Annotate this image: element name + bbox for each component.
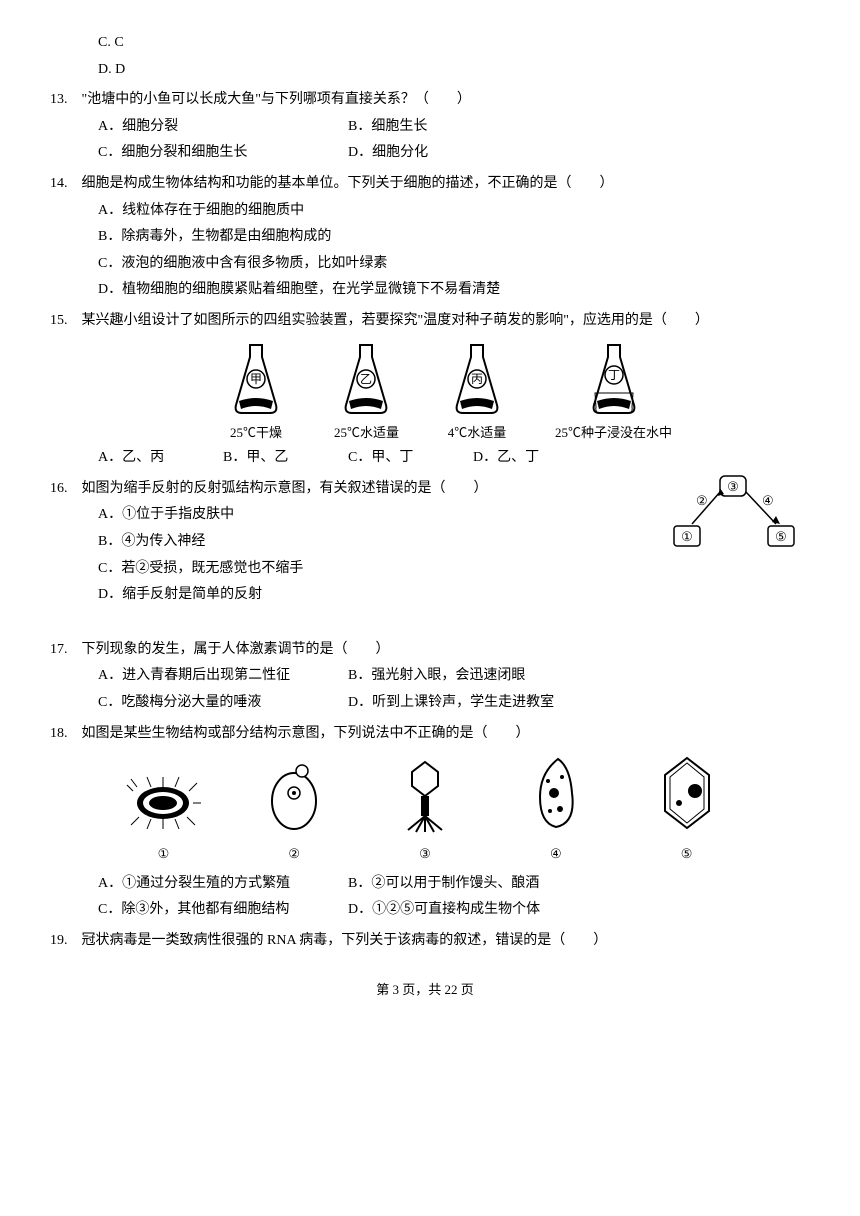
svg-text:乙: 乙 <box>360 372 372 386</box>
q14-number: 14. <box>50 176 68 191</box>
q15-flask-row: 甲 25℃干燥 乙 25℃水适量 丙 4℃水适量 丁 25℃种子浸没在水中 <box>98 343 800 446</box>
q16-option-d: D．缩手反射是简单的反射 <box>50 582 800 609</box>
q18-stem: 18. 如图是某些生物结构或部分结构示意图，下列说法中不正确的是（ ） <box>50 721 800 748</box>
phage-icon <box>400 758 450 833</box>
bio-label: ④ <box>501 842 611 867</box>
bio-phage: ③ <box>370 758 480 866</box>
q17-option-b: B．强光射入眼，会迅速闭眼 <box>348 663 598 690</box>
q19-stem: 19. 冠状病毒是一类致病性很强的 RNA 病毒，下列关于该病毒的叙述，错误的是… <box>50 928 800 955</box>
q14-text: 细胞是构成生物体结构和功能的基本单位。下列关于细胞的描述，不正确的是（ ） <box>82 176 614 191</box>
q17-option-d: D．听到上课铃声，学生走进教室 <box>348 690 598 717</box>
q14-option-b: B．除病毒外，生物都是由细胞构成的 <box>50 224 800 251</box>
q14-stem: 14. 细胞是构成生物体结构和功能的基本单位。下列关于细胞的描述，不正确的是（ … <box>50 171 800 198</box>
flask-icon: 丙 <box>447 343 507 421</box>
q14-option-a: A．线粒体存在于细胞的细胞质中 <box>50 198 800 225</box>
bio-bacteria: ① <box>108 773 218 866</box>
q14-option-d: D．植物细胞的细胞膜紧贴着细胞壁，在光学显微镜下不易看清楚 <box>50 277 800 304</box>
bio-structures-row: ① ② ③ ④ <box>98 753 752 866</box>
q13-option-d: D．细胞分化 <box>348 140 598 167</box>
paramecium-icon <box>526 753 586 833</box>
bio-yeast: ② <box>239 763 349 866</box>
svg-text:④: ④ <box>762 493 774 508</box>
svg-text:③: ③ <box>727 479 739 494</box>
plant-cell-icon <box>659 753 715 833</box>
bio-label: ② <box>239 842 349 867</box>
flask-caption: 4℃水适量 <box>447 421 507 446</box>
flask-caption: 25℃干燥 <box>226 421 286 446</box>
bio-label: ① <box>108 842 218 867</box>
q15-option-a: A．乙、丙 <box>98 445 223 472</box>
bio-plant-cell: ⑤ <box>632 753 742 866</box>
q18-number: 18. <box>50 726 68 741</box>
bio-label: ③ <box>370 842 480 867</box>
flask-caption: 25℃水适量 <box>334 421 399 446</box>
flask-icon: 丁 <box>584 343 644 421</box>
q15-option-b: B．甲、乙 <box>223 445 348 472</box>
q18-option-c: C．除③外，其他都有细胞结构 <box>98 897 348 924</box>
svg-text:①: ① <box>681 529 693 544</box>
q18-option-d: D．①②⑤可直接构成生物个体 <box>348 897 598 924</box>
q15-text: 某兴趣小组设计了如图所示的四组实验装置，若要探究"温度对种子萌发的影响"，应选用… <box>82 313 709 328</box>
bio-label: ⑤ <box>632 842 742 867</box>
flask-ding: 丁 25℃种子浸没在水中 <box>555 343 672 446</box>
q17-text: 下列现象的发生，属于人体激素调节的是（ ） <box>82 642 390 657</box>
svg-text:丁: 丁 <box>607 368 619 382</box>
q16-text: 如图为缩手反射的反射弧结构示意图，有关叙述错误的是（ ） <box>82 481 488 496</box>
q15-number: 15. <box>50 313 68 328</box>
q13-option-a: A．细胞分裂 <box>98 114 348 141</box>
q13-number: 13. <box>50 92 68 107</box>
q17-number: 17. <box>50 642 68 657</box>
bacteria-icon <box>123 773 203 833</box>
flask-yi: 乙 25℃水适量 <box>334 343 399 446</box>
q17-option-c: C．吃酸梅分泌大量的唾液 <box>98 690 348 717</box>
q15-stem: 15. 某兴趣小组设计了如图所示的四组实验装置，若要探究"温度对种子萌发的影响"… <box>50 308 800 335</box>
q15-option-d: D．乙、丁 <box>473 445 598 472</box>
q18-option-b: B．②可以用于制作馒头、酿酒 <box>348 871 598 898</box>
flask-icon: 甲 <box>226 343 286 421</box>
q12-option-d: D. D <box>50 57 800 84</box>
page-footer: 第 3 页，共 22 页 <box>50 978 800 1003</box>
svg-text:甲: 甲 <box>250 372 262 386</box>
q15-option-c: C．甲、丁 <box>348 445 473 472</box>
q16-number: 16. <box>50 481 68 496</box>
svg-text:⑤: ⑤ <box>775 529 787 544</box>
q12-option-c: C. C <box>50 30 800 57</box>
bio-paramecium: ④ <box>501 753 611 866</box>
flask-caption: 25℃种子浸没在水中 <box>555 421 672 446</box>
q13-option-c: C．细胞分裂和细胞生长 <box>98 140 348 167</box>
q17-stem: 17. 下列现象的发生，属于人体激素调节的是（ ） <box>50 637 800 664</box>
q13-text: "池塘中的小鱼可以长成大鱼"与下列哪项有直接关系？（ ） <box>82 92 471 107</box>
yeast-icon <box>264 763 324 833</box>
svg-text:②: ② <box>696 493 708 508</box>
reflex-arc-diagram: ③ ① ⑤ ② ④ <box>670 472 800 563</box>
q19-text: 冠状病毒是一类致病性很强的 RNA 病毒，下列关于该病毒的叙述，错误的是（ ） <box>82 933 608 948</box>
flask-bing: 丙 4℃水适量 <box>447 343 507 446</box>
q19-number: 19. <box>50 933 68 948</box>
flask-icon: 乙 <box>336 343 396 421</box>
q13-option-b: B．细胞生长 <box>348 114 598 141</box>
flask-jia: 甲 25℃干燥 <box>226 343 286 446</box>
svg-text:丙: 丙 <box>471 372 483 386</box>
q18-option-a: A．①通过分裂生殖的方式繁殖 <box>98 871 348 898</box>
q18-text: 如图是某些生物结构或部分结构示意图，下列说法中不正确的是（ ） <box>82 726 530 741</box>
q14-option-c: C．液泡的细胞液中含有很多物质，比如叶绿素 <box>50 251 800 278</box>
q13-stem: 13. "池塘中的小鱼可以长成大鱼"与下列哪项有直接关系？（ ） <box>50 87 800 114</box>
q17-option-a: A．进入青春期后出现第二性征 <box>98 663 348 690</box>
